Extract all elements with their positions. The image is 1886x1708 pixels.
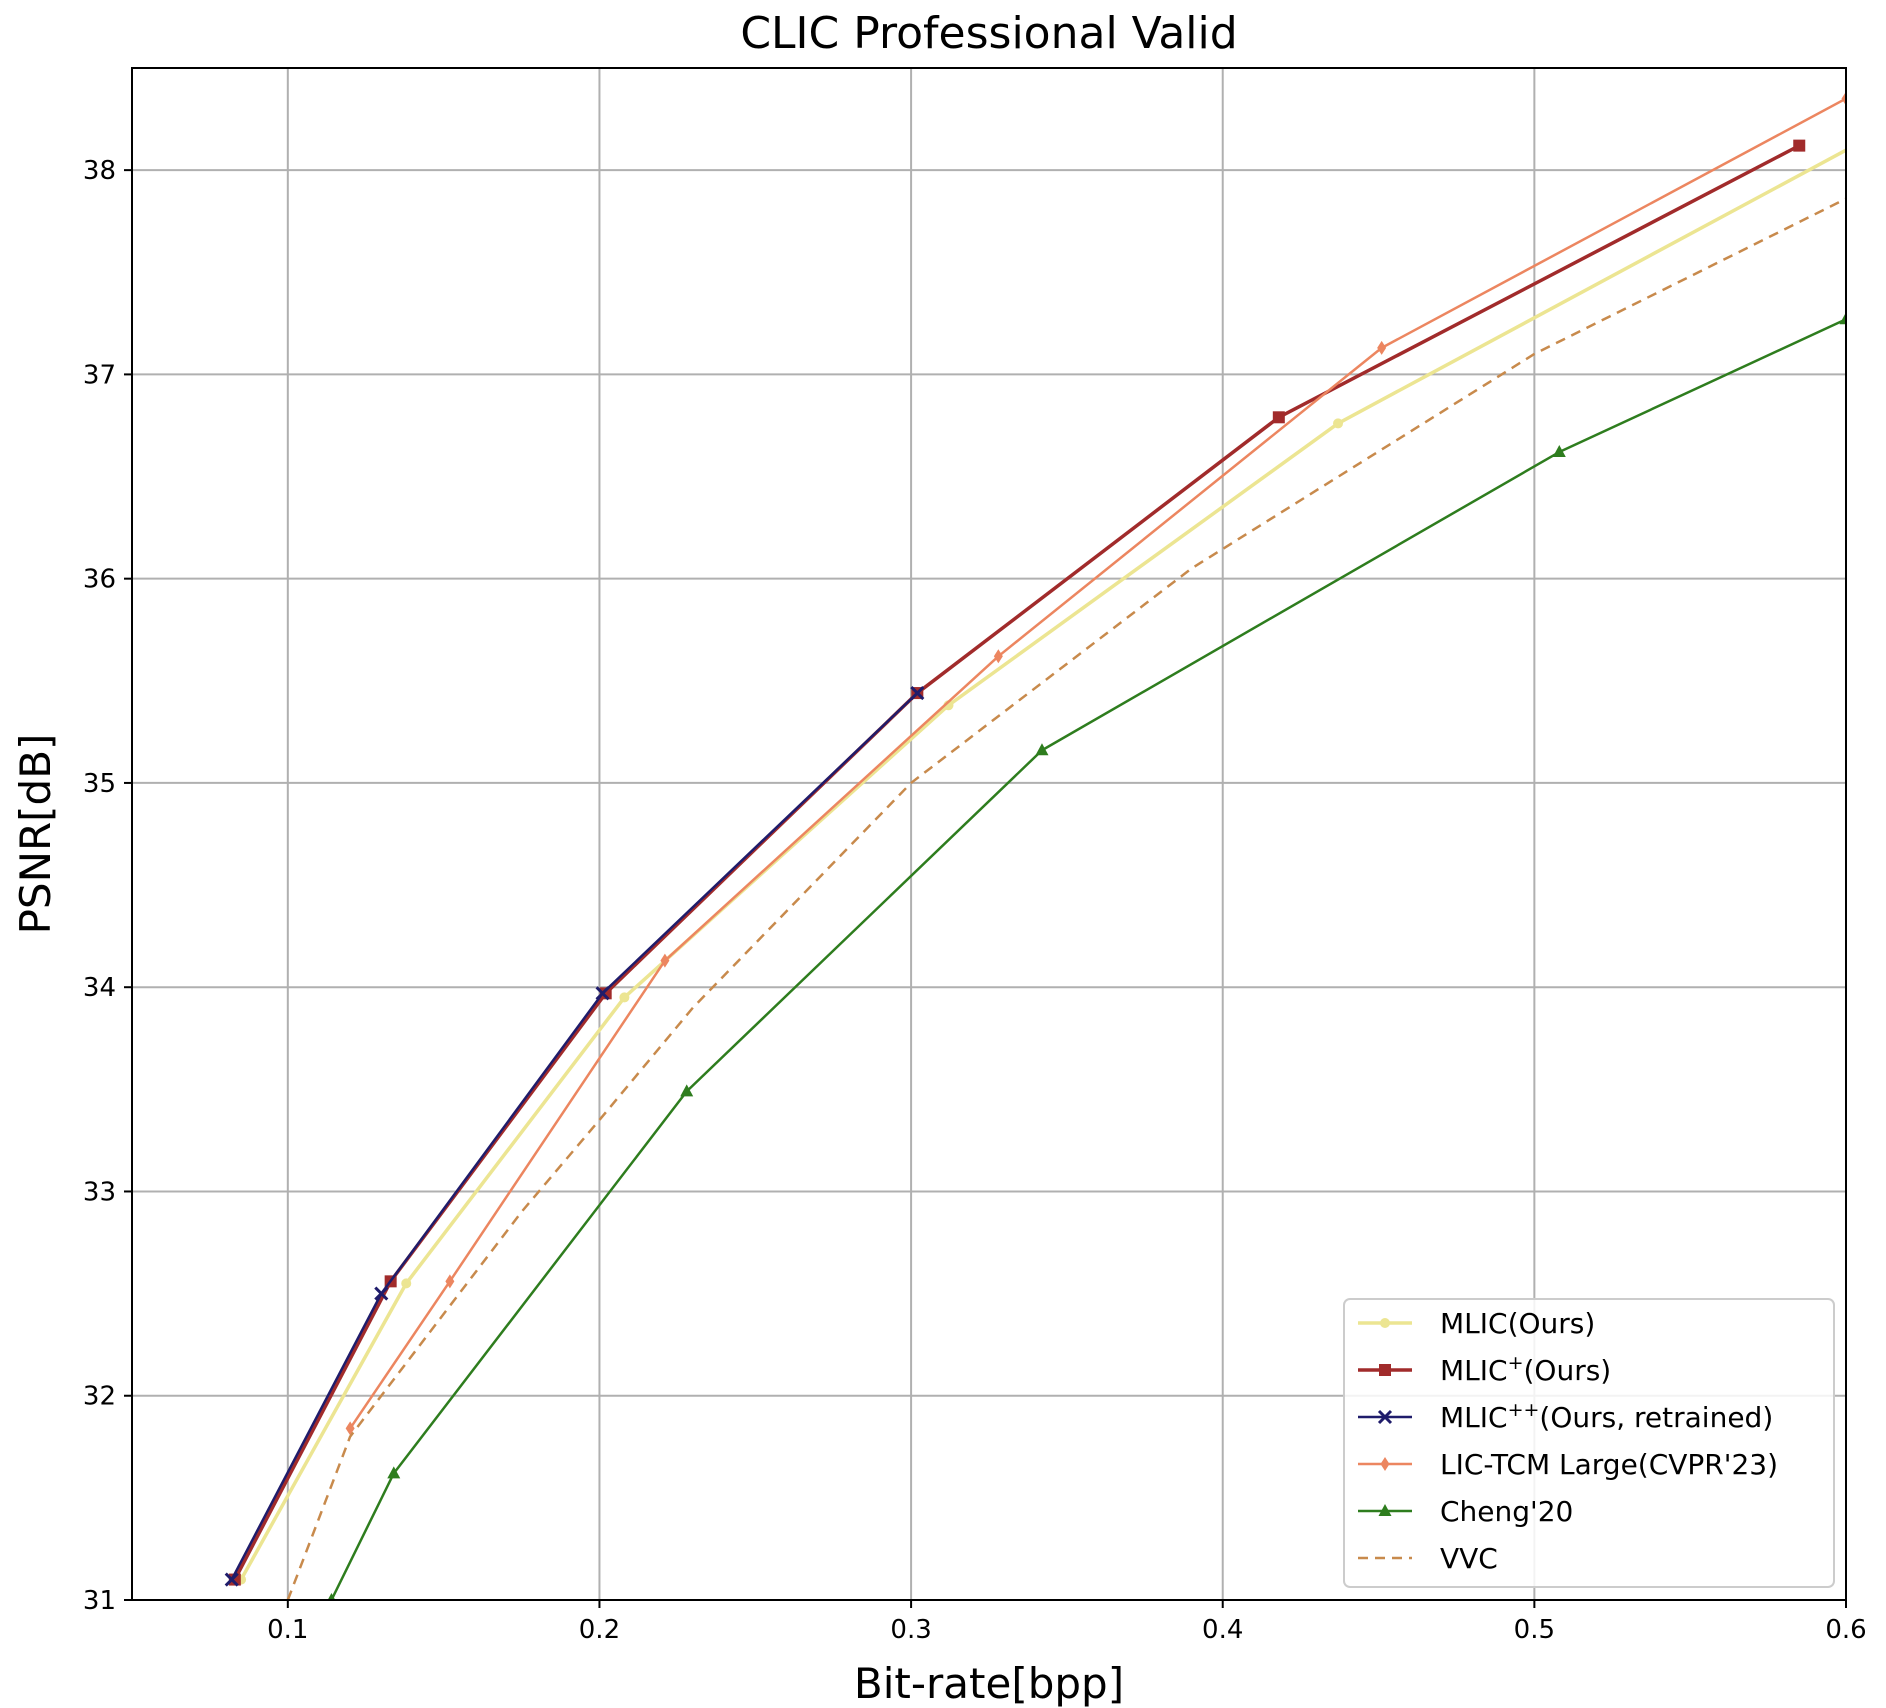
data-point	[445, 1274, 455, 1289]
data-point	[1841, 91, 1846, 106]
plot-frame	[131, 67, 1847, 1601]
legend-label: MLIC(Ours)	[1440, 1307, 1595, 1340]
data-point	[993, 649, 1003, 664]
legend-label: MLIC++(Ours, retrained)	[1440, 1399, 1773, 1434]
legend-label-tail: (Ours)	[1524, 1354, 1612, 1387]
data-point	[1793, 139, 1806, 152]
data-point	[1872, 128, 1882, 138]
data-point	[599, 987, 612, 1000]
data-point	[1552, 445, 1566, 458]
axis-ticks: 0.1 0.2 0.3 0.4 0.5 0.6 31 32 33 34 35 36 37 38	[83, 156, 1867, 1645]
legend-label-base: MLIC(Ours)	[1440, 1307, 1595, 1340]
data-point	[374, 1286, 389, 1301]
legend-box	[1343, 1298, 1835, 1588]
legend-label-base: LIC-TCM Large(CVPR'23)	[1440, 1448, 1778, 1481]
legend-label-base: MLIC	[1440, 1354, 1508, 1387]
series-3	[345, 91, 1846, 1436]
data-point	[1377, 340, 1387, 355]
legend: MLIC(Ours)MLIC+(Ours)MLIC++(Ours, retrai…	[1343, 1298, 1835, 1588]
data-point	[595, 986, 610, 1001]
y-tick-label: 37	[83, 360, 116, 390]
x-tick-label: 0.1	[267, 1615, 308, 1645]
legend-item: MLIC++(Ours, retrained)	[1358, 1399, 1773, 1434]
legend-item: VVC	[1358, 1542, 1498, 1575]
legend-marker	[1379, 1364, 1391, 1376]
y-tick-label: 34	[83, 973, 116, 1003]
legend-label-superscript: ++	[1508, 1399, 1540, 1421]
legend-marker	[1378, 1504, 1392, 1516]
data-point	[228, 1573, 241, 1586]
series-line	[230, 692, 919, 1581]
legend-item: MLIC+(Ours)	[1358, 1352, 1611, 1387]
series-5	[286, 197, 1846, 1600]
legend-marker	[1380, 1318, 1390, 1328]
x-tick-label: 0.5	[1514, 1615, 1555, 1645]
x-tick-label: 0.4	[1202, 1615, 1243, 1645]
series-line	[330, 318, 1846, 1600]
legend-label-superscript: +	[1508, 1352, 1524, 1374]
data-point	[619, 992, 630, 1003]
data-point	[1035, 743, 1049, 756]
series-group	[224, 91, 1882, 1600]
legend-item: Cheng'20	[1358, 1495, 1573, 1528]
legend-label: VVC	[1440, 1542, 1498, 1575]
data-point	[1333, 418, 1344, 429]
y-axis-label: PSNR[dB]	[11, 734, 60, 935]
x-tick-label: 0.3	[890, 1615, 931, 1645]
legend-label: Cheng'20	[1440, 1495, 1573, 1528]
series-4	[327, 312, 1846, 1600]
data-point	[910, 685, 925, 701]
legend-item: LIC-TCM Large(CVPR'23)	[1358, 1448, 1778, 1481]
x-tick-label: 0.2	[579, 1615, 620, 1645]
legend-label-base: VVC	[1440, 1542, 1498, 1575]
legend-marker	[1377, 1409, 1393, 1425]
series-line	[286, 197, 1846, 1600]
y-tick-label: 38	[83, 156, 116, 186]
legend-item: MLIC(Ours)	[1358, 1307, 1595, 1340]
data-point	[224, 1572, 239, 1587]
legend-label-tail: (Ours, retrained)	[1539, 1401, 1773, 1434]
x-tick-label: 0.6	[1825, 1615, 1866, 1645]
series-2	[224, 685, 925, 1587]
data-point	[1839, 312, 1846, 325]
x-axis-label: Bit-rate[bpp]	[854, 1659, 1124, 1708]
legend-label: LIC-TCM Large(CVPR'23)	[1440, 1448, 1778, 1481]
chart-title: CLIC Professional Valid	[740, 8, 1237, 59]
series-line	[349, 97, 1846, 1430]
y-tick-label: 36	[83, 565, 116, 595]
data-point	[680, 1084, 694, 1097]
legend-label-base: MLIC	[1440, 1401, 1508, 1434]
y-tick-label: 31	[83, 1586, 116, 1616]
data-point	[327, 1593, 336, 1600]
data-point	[1272, 411, 1285, 424]
legend-marker	[1380, 1457, 1390, 1471]
data-point	[401, 1278, 412, 1289]
y-tick-label: 35	[83, 769, 116, 799]
legend-label-base: Cheng'20	[1440, 1495, 1573, 1528]
legend-label: MLIC+(Ours)	[1440, 1352, 1611, 1387]
y-tick-label: 32	[83, 1382, 116, 1412]
y-tick-label: 33	[83, 1177, 116, 1207]
data-point	[660, 953, 670, 968]
data-point	[387, 1466, 401, 1479]
